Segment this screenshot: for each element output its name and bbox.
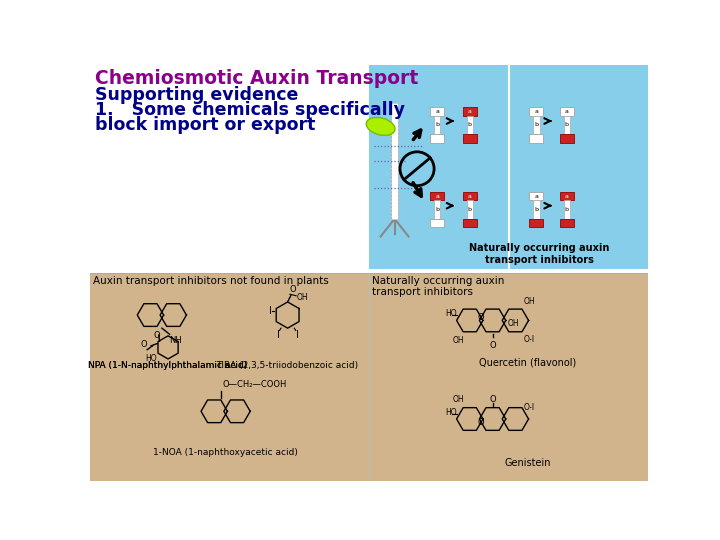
Text: HO: HO xyxy=(446,309,457,319)
Text: OH: OH xyxy=(508,319,519,328)
Bar xyxy=(467,200,473,219)
Text: Naturally occurring auxin
transport inhibitors: Naturally occurring auxin transport inhi… xyxy=(469,244,610,265)
Text: HO: HO xyxy=(446,408,457,417)
Text: a: a xyxy=(468,193,472,199)
Bar xyxy=(559,192,574,200)
Text: O: O xyxy=(490,341,496,350)
Text: b: b xyxy=(468,123,472,127)
Bar xyxy=(463,134,477,143)
Bar xyxy=(529,192,544,200)
Bar xyxy=(467,116,473,134)
Bar xyxy=(431,192,444,200)
Text: I: I xyxy=(276,330,279,340)
Text: block import or export: block import or export xyxy=(94,117,315,134)
Text: O-I: O-I xyxy=(523,403,535,412)
Bar xyxy=(431,219,444,227)
Text: NPA (1-N-naphthylphthalamic acid): NPA (1-N-naphthylphthalamic acid) xyxy=(88,361,247,370)
Text: b: b xyxy=(534,123,539,127)
Bar xyxy=(534,116,539,134)
Text: a: a xyxy=(534,193,539,199)
Text: b: b xyxy=(564,207,569,212)
Text: b: b xyxy=(534,207,539,212)
Text: OH: OH xyxy=(523,297,535,306)
Bar xyxy=(564,116,570,134)
Bar xyxy=(529,107,544,116)
Text: O: O xyxy=(490,395,496,404)
Text: Auxin transport inhibitors not found in plants: Auxin transport inhibitors not found in … xyxy=(93,276,329,286)
Ellipse shape xyxy=(366,117,395,136)
Bar xyxy=(463,107,477,116)
Text: O: O xyxy=(290,285,297,294)
Text: NH: NH xyxy=(170,336,182,345)
Bar xyxy=(463,192,477,200)
Text: OH: OH xyxy=(453,395,464,403)
Bar xyxy=(564,200,570,219)
Text: Supporting evidence: Supporting evidence xyxy=(94,85,298,104)
Bar xyxy=(431,134,444,143)
Bar xyxy=(559,134,574,143)
Text: Genistein: Genistein xyxy=(505,457,551,468)
Bar xyxy=(369,65,648,269)
Text: b: b xyxy=(435,123,439,127)
Text: a: a xyxy=(564,109,569,114)
Bar xyxy=(559,107,574,116)
Text: O-I: O-I xyxy=(523,335,535,344)
Text: HO: HO xyxy=(145,354,157,363)
Bar xyxy=(434,116,441,134)
Text: a: a xyxy=(436,109,439,114)
Text: I: I xyxy=(269,306,272,316)
Text: O: O xyxy=(478,417,485,427)
Text: Chemiosmotic Auxin Transport: Chemiosmotic Auxin Transport xyxy=(94,69,418,87)
Text: O: O xyxy=(153,332,160,340)
Bar xyxy=(529,219,544,227)
Text: a: a xyxy=(468,109,472,114)
Text: a: a xyxy=(564,193,569,199)
Text: a: a xyxy=(534,109,539,114)
Text: a: a xyxy=(436,193,439,199)
Bar xyxy=(434,200,441,219)
Bar xyxy=(463,219,477,227)
Bar xyxy=(392,103,397,219)
Text: I: I xyxy=(296,330,299,340)
Text: O: O xyxy=(140,340,148,349)
Bar xyxy=(559,219,574,227)
Bar xyxy=(534,200,539,219)
Text: b: b xyxy=(435,207,439,212)
Bar xyxy=(90,273,648,481)
Text: OH: OH xyxy=(453,336,464,345)
Bar xyxy=(529,134,544,143)
Text: OH: OH xyxy=(296,293,307,302)
Bar xyxy=(431,107,444,116)
Text: b: b xyxy=(468,207,472,212)
Text: O—CH₂—COOH: O—CH₂—COOH xyxy=(222,380,287,389)
Text: 1.   Some chemicals specifically: 1. Some chemicals specifically xyxy=(94,101,405,119)
Text: TIBA (2,3,5-triiodobenzoic acid): TIBA (2,3,5-triiodobenzoic acid) xyxy=(217,361,359,370)
Text: 1-NOA (1-naphthoxyacetic acid): 1-NOA (1-naphthoxyacetic acid) xyxy=(153,448,298,457)
Text: Quercetin (flavonol): Quercetin (flavonol) xyxy=(480,357,577,367)
Text: O: O xyxy=(478,313,485,322)
Text: b: b xyxy=(564,123,569,127)
Text: Naturally occurring auxin
transport inhibitors: Naturally occurring auxin transport inhi… xyxy=(372,276,505,298)
Text: NPA (1-N-naphthylphthalamic acid): NPA (1-N-naphthylphthalamic acid) xyxy=(88,361,247,370)
